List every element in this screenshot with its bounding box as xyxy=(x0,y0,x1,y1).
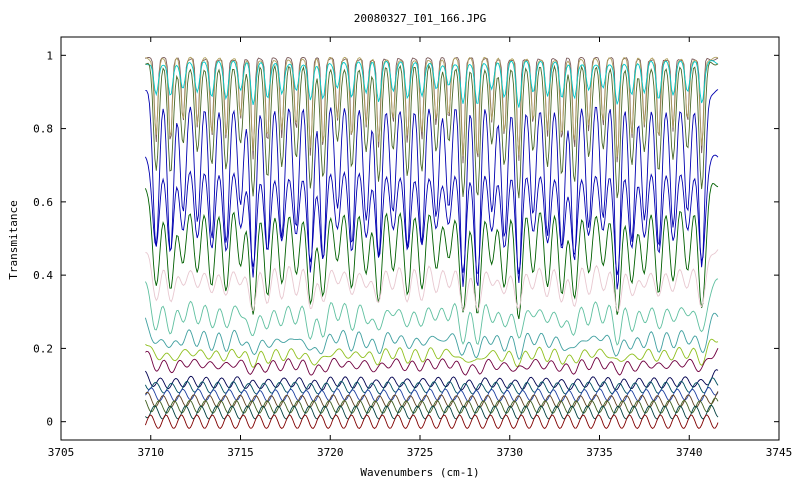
x-tick-label: 3720 xyxy=(317,446,344,459)
series-line xyxy=(145,89,719,290)
x-tick-label: 3715 xyxy=(227,446,254,459)
y-tick-label: 0.4 xyxy=(33,269,53,282)
series-line xyxy=(145,338,719,368)
series-line xyxy=(145,386,719,403)
y-axis-ticks: 0 0.2 0.4 0.6 0.8 1 xyxy=(33,49,779,429)
series-line xyxy=(144,312,719,360)
chart-title: 20080327_I01_166.JPG xyxy=(354,12,486,25)
series-line xyxy=(145,62,719,199)
x-tick-label: 3730 xyxy=(497,446,524,459)
y-tick-label: 0.6 xyxy=(33,196,53,209)
x-tick-label: 3740 xyxy=(676,446,703,459)
x-tick-label: 3705 xyxy=(48,446,75,459)
series-line xyxy=(144,397,719,414)
series-line xyxy=(144,377,719,395)
x-tick-label: 3745 xyxy=(766,446,793,459)
x-tick-label: 3725 xyxy=(407,446,434,459)
series-line xyxy=(145,347,719,376)
series-line xyxy=(144,154,719,276)
series-line xyxy=(145,404,719,420)
x-tick-label: 3735 xyxy=(586,446,613,459)
series-line xyxy=(144,183,719,320)
series-line xyxy=(144,414,719,429)
y-tick-label: 0 xyxy=(46,416,53,429)
series-line xyxy=(145,391,719,408)
x-axis-ticks: 3705 3710 3715 3720 3725 3730 3735 3740 3745 xyxy=(48,37,793,459)
series-layer xyxy=(144,56,719,429)
x-axis-label: Wavenumbers (cm-1) xyxy=(360,466,479,479)
series-line xyxy=(144,278,719,346)
series-line xyxy=(145,249,719,312)
y-tick-label: 0.8 xyxy=(33,123,53,136)
y-tick-label: 1 xyxy=(46,49,53,62)
x-tick-label: 3710 xyxy=(138,446,165,459)
y-tick-label: 0.2 xyxy=(33,342,53,355)
series-line xyxy=(145,56,719,157)
y-axis-label: Transmitance xyxy=(7,200,20,279)
series-line xyxy=(145,60,719,108)
series-line xyxy=(145,369,719,391)
